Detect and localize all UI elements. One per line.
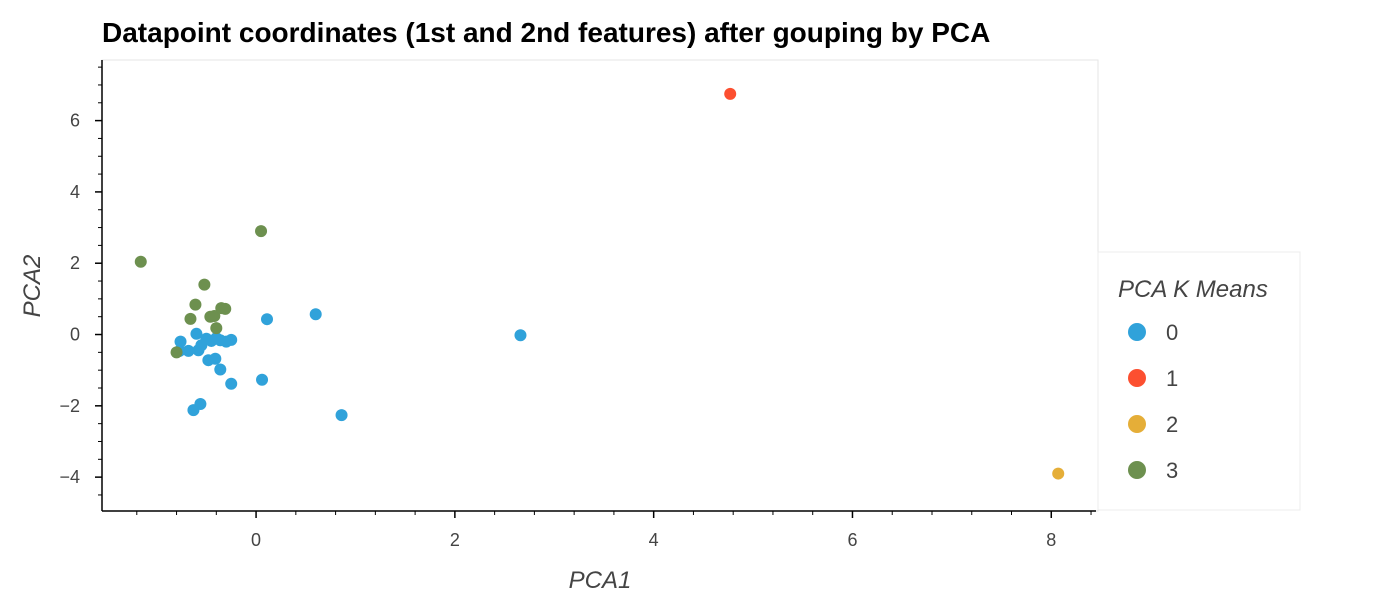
legend-label: 3 <box>1166 458 1178 483</box>
legend-marker <box>1128 369 1146 387</box>
data-point[interactable] <box>208 309 221 322</box>
y-tick-label: −4 <box>59 467 80 487</box>
y-tick-label: 6 <box>70 111 80 131</box>
legend-label: 0 <box>1166 320 1178 345</box>
y-axis: −4 −2 0 2 4 6 <box>59 60 103 511</box>
data-point[interactable] <box>190 327 203 340</box>
legend-marker <box>1128 415 1146 433</box>
y-tick-label: −2 <box>59 396 80 416</box>
data-point[interactable] <box>134 255 147 268</box>
data-points[interactable] <box>134 87 1065 480</box>
data-point[interactable] <box>170 346 183 359</box>
legend-marker <box>1128 323 1146 341</box>
data-point[interactable] <box>261 313 274 326</box>
y-tick-label: 4 <box>70 182 80 202</box>
legend-label: 2 <box>1166 412 1178 437</box>
data-point[interactable] <box>219 302 232 315</box>
data-point[interactable] <box>225 333 238 346</box>
legend-title: PCA K Means <box>1118 276 1268 303</box>
y-tick-label: 0 <box>70 325 80 345</box>
legend-label: 1 <box>1166 366 1178 391</box>
data-point[interactable] <box>1052 467 1065 480</box>
y-tick-label: 2 <box>70 253 80 273</box>
x-axis: 0 2 4 6 8 <box>102 510 1096 550</box>
data-point[interactable] <box>209 352 222 365</box>
data-point[interactable] <box>187 404 200 417</box>
data-point[interactable] <box>189 298 202 311</box>
legend: PCA K Means 0 1 2 3 <box>1097 251 1301 511</box>
x-tick-label: 2 <box>450 530 460 550</box>
x-tick-label: 4 <box>649 530 659 550</box>
chart-title: Datapoint coordinates (1st and 2nd featu… <box>102 17 990 48</box>
data-point[interactable] <box>514 329 527 342</box>
data-point[interactable] <box>210 322 223 335</box>
data-point[interactable] <box>198 278 211 291</box>
data-point[interactable] <box>214 363 227 376</box>
legend-marker <box>1128 461 1146 479</box>
data-point[interactable] <box>174 335 187 348</box>
data-point[interactable] <box>335 409 348 422</box>
legend-entries: 0 1 2 3 <box>1128 320 1178 483</box>
data-point[interactable] <box>225 377 238 390</box>
data-point[interactable] <box>255 225 268 238</box>
x-tick-label: 8 <box>1046 530 1056 550</box>
data-point[interactable] <box>724 87 737 100</box>
data-point[interactable] <box>309 308 322 321</box>
x-tick-label: 0 <box>251 530 261 550</box>
x-axis-label: PCA1 <box>569 567 632 594</box>
data-point[interactable] <box>256 373 269 386</box>
data-point[interactable] <box>184 312 197 325</box>
plot-frame <box>101 59 1099 512</box>
data-point[interactable] <box>182 344 195 357</box>
y-axis-label: PCA2 <box>19 255 46 318</box>
x-tick-label: 6 <box>847 530 857 550</box>
